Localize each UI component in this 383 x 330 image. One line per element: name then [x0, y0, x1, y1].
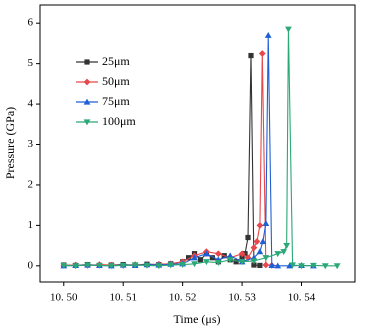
marker [226, 257, 234, 264]
marker [262, 255, 270, 262]
marker [203, 259, 210, 266]
marker [274, 251, 282, 258]
legend-label: 50μm [102, 74, 130, 88]
marker [253, 238, 261, 245]
legend-label: 100μm [102, 114, 136, 128]
marker [191, 254, 198, 261]
marker [333, 263, 341, 270]
marker [256, 222, 264, 229]
marker [262, 261, 270, 269]
x-tick-label: 10. 51 [109, 292, 137, 304]
marker [250, 244, 258, 252]
legend-marker [84, 59, 90, 65]
x-tick-label: 10. 54 [288, 292, 316, 304]
marker [251, 262, 257, 268]
marker [214, 259, 222, 266]
marker [107, 263, 115, 270]
marker [233, 259, 239, 265]
marker [239, 255, 245, 261]
marker [280, 249, 288, 256]
marker [283, 243, 291, 249]
legend-label: 75μm [102, 94, 130, 108]
marker [258, 50, 266, 57]
marker [257, 262, 263, 269]
legend-marker [83, 98, 91, 105]
marker [185, 255, 192, 261]
legend-marker [83, 119, 91, 126]
marker [226, 252, 234, 259]
marker [264, 31, 272, 38]
y-tick-label: 1 [28, 219, 34, 231]
marker [131, 262, 139, 269]
marker [84, 262, 91, 269]
marker [96, 262, 103, 269]
legend-label: 25μm [102, 54, 130, 68]
marker [179, 262, 187, 268]
marker [321, 263, 329, 270]
marker [268, 262, 276, 269]
marker [289, 262, 296, 269]
marker [72, 263, 80, 270]
x-tick-label: 10. 53 [228, 292, 256, 304]
y-tick-label: 3 [28, 138, 34, 150]
marker [238, 259, 246, 266]
y-tick-label: 0 [28, 259, 34, 271]
plot-frame [39, 4, 356, 283]
marker [143, 262, 151, 269]
marker [203, 250, 210, 257]
marker [248, 52, 254, 59]
marker [209, 255, 215, 261]
marker [250, 258, 258, 265]
marker [191, 261, 198, 268]
y-tick-label: 6 [28, 17, 34, 29]
marker [245, 234, 251, 241]
marker [167, 262, 175, 269]
x-axis-title: Time (μs) [174, 312, 221, 326]
y-axis-title: Pressure (GPa) [3, 107, 17, 179]
x-tick-label: 10. 50 [50, 292, 78, 304]
legend-marker [83, 78, 91, 86]
marker [286, 262, 294, 269]
marker [256, 248, 264, 255]
y-tick-label: 2 [28, 178, 34, 190]
marker [274, 262, 282, 269]
marker [238, 250, 246, 258]
y-tick-label: 4 [28, 98, 34, 110]
x-tick-label: 10. 52 [169, 292, 197, 304]
y-tick-label: 5 [28, 57, 34, 69]
marker [197, 257, 204, 263]
marker [60, 262, 68, 269]
marker [310, 262, 317, 269]
marker [214, 250, 222, 258]
marker [119, 262, 127, 269]
marker [285, 26, 292, 33]
marker [262, 219, 270, 226]
marker [155, 263, 163, 270]
marker [259, 238, 267, 245]
marker [298, 263, 305, 270]
